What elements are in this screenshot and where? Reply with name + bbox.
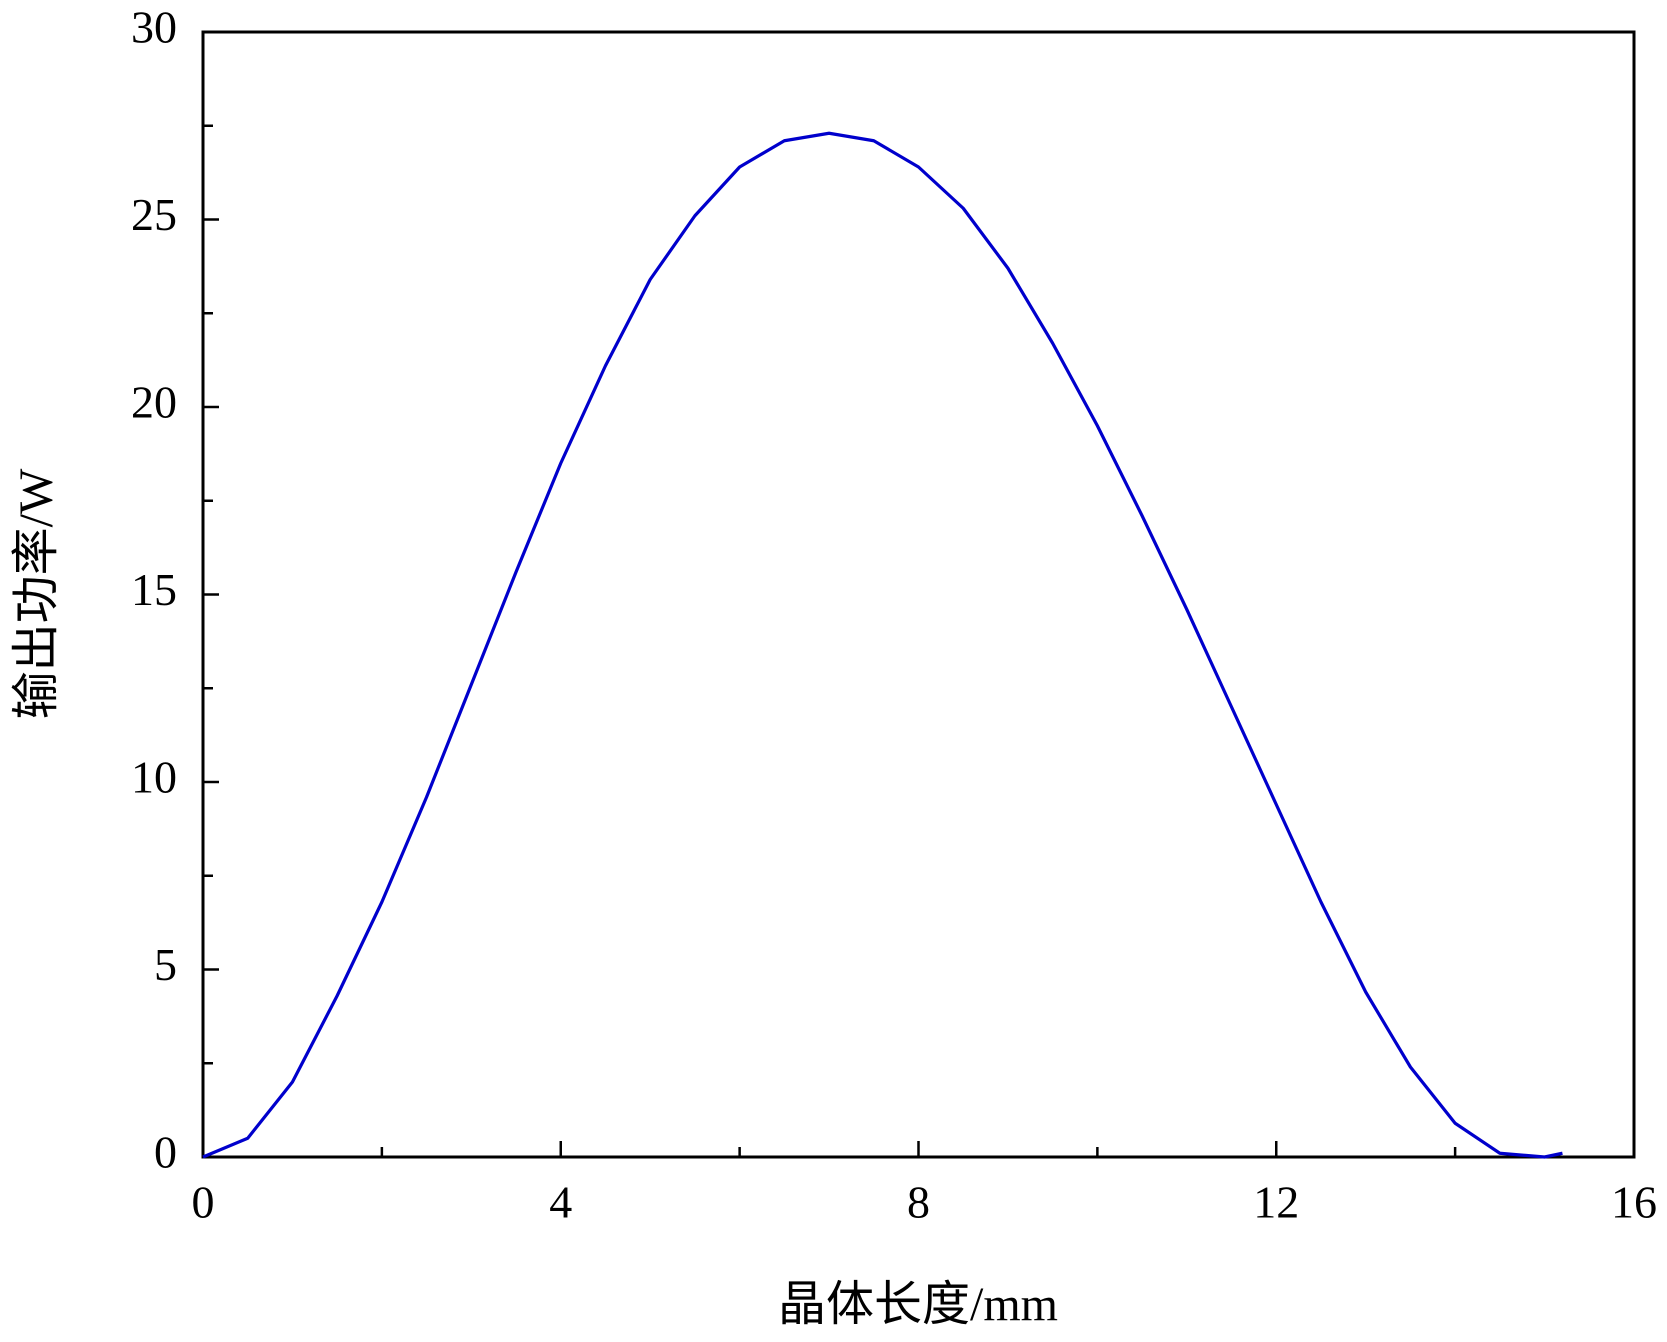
y-tick-label: 0	[154, 1127, 177, 1178]
y-tick-label: 10	[131, 752, 177, 803]
x-axis-label: 晶体长度/mm	[778, 1278, 1058, 1331]
y-tick-label: 25	[131, 189, 177, 240]
x-tick-label: 4	[549, 1177, 572, 1228]
x-tick-label: 16	[1611, 1177, 1657, 1228]
x-tick-label: 12	[1253, 1177, 1299, 1228]
plot-frame	[201, 30, 1636, 1159]
y-tick-label: 30	[131, 2, 177, 53]
y-axis-label: 输出功率/W	[10, 468, 63, 719]
x-tick-label: 0	[192, 1177, 215, 1228]
y-tick-label: 5	[154, 939, 177, 990]
y-tick-label: 15	[131, 564, 177, 615]
y-tick-label: 20	[131, 377, 177, 428]
x-tick-label: 8	[907, 1177, 930, 1228]
data-line	[202, 131, 1563, 1159]
